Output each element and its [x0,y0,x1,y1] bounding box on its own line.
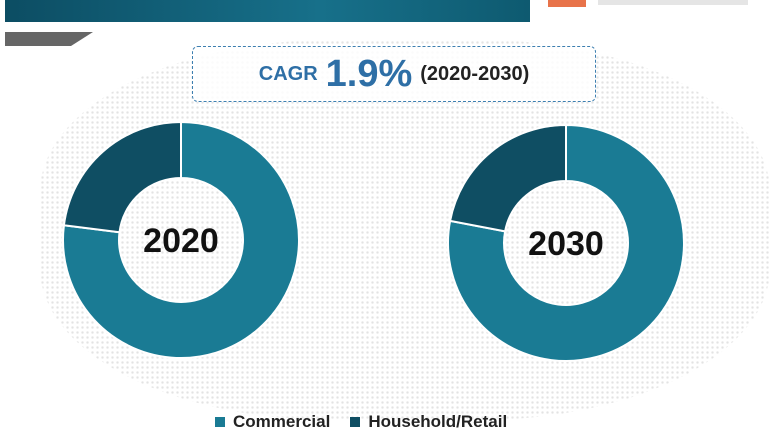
donut-center-label: 2020 [143,222,219,260]
donut-slice-2030-commercial [447,123,685,362]
legend-item-commercial: Commercial [215,412,330,432]
donut-slice-2030-household-retail [448,123,567,233]
cagr-value: 1.9% [325,52,413,95]
cagr-label: CAGR [258,62,318,85]
legend-item-household-retail: Household/Retail [350,412,507,432]
donut-center-label: 2030 [528,225,604,263]
donut-slice-2020-commercial [62,120,300,359]
legend: Commercial Household/Retail [215,412,507,432]
logo [548,0,586,7]
decorative-swoosh [5,32,93,46]
cagr-box: CAGR 1.9% (2020-2030) [192,46,596,102]
header-banner [5,0,530,22]
donut-slice-2020-household-retail [62,120,182,234]
cagr-period: (2020-2030) [420,62,530,85]
logo-tagline [598,0,748,5]
